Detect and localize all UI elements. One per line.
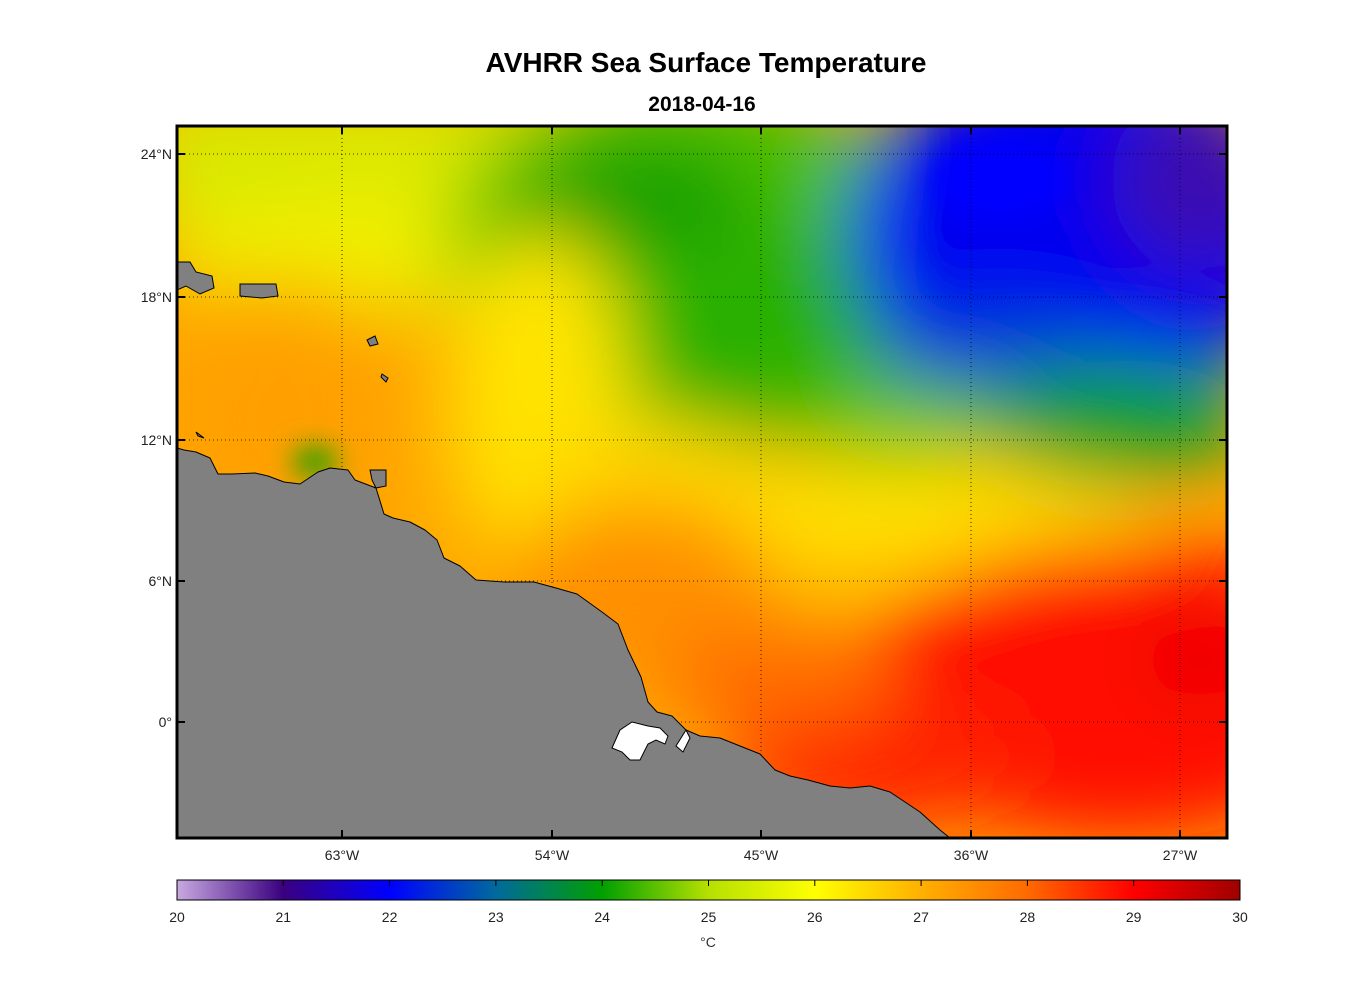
lat-label-6n: 6°N: [149, 573, 173, 589]
map-title: AVHRR Sea Surface Temperature: [485, 47, 927, 78]
lon-label-27w: 27°W: [1163, 847, 1198, 863]
colorbar-tick-label: 30: [1232, 909, 1248, 925]
colorbar-tick-label: 21: [275, 909, 292, 925]
colorbar-tick-label: 24: [594, 909, 610, 925]
lon-label-54w: 54°W: [535, 847, 570, 863]
colorbar-tick-label: 20: [169, 909, 185, 925]
colorbar-tick-label: 27: [913, 909, 929, 925]
colorbar-tick-label: 28: [1019, 909, 1036, 925]
colorbar-unit: °C: [700, 934, 716, 950]
colorbar-tick-label: 22: [381, 909, 398, 925]
map-frame: [175, 124, 1229, 840]
colorbar-tick-label: 25: [700, 909, 717, 925]
amazon-estuary: [611, 721, 669, 761]
island-hispaniola: [177, 261, 215, 295]
lat-label-18n: 18°N: [141, 289, 172, 305]
colorbar-tick-label: 23: [488, 909, 504, 925]
sst-field: [177, 126, 1227, 838]
colorbar-tick-label: 26: [807, 909, 823, 925]
island-puerto-rico: [239, 283, 279, 299]
lat-label-12n: 12°N: [141, 432, 172, 448]
lon-label-36w: 36°W: [954, 847, 989, 863]
lon-label-45w: 45°W: [744, 847, 779, 863]
lat-label-24n: 24°N: [141, 146, 172, 162]
map-subtitle: 2018-04-16: [648, 93, 756, 116]
tick-marks: [177, 126, 1227, 838]
landmass-south-america: [177, 447, 951, 838]
colorbar-ticks: [176, 880, 1241, 886]
island-trinidad: [369, 469, 387, 489]
island-small: [366, 335, 379, 347]
colorbar-tick-label: 29: [1125, 909, 1142, 925]
lat-label-0: 0°: [159, 714, 172, 730]
lon-label-63w: 63°W: [325, 847, 360, 863]
